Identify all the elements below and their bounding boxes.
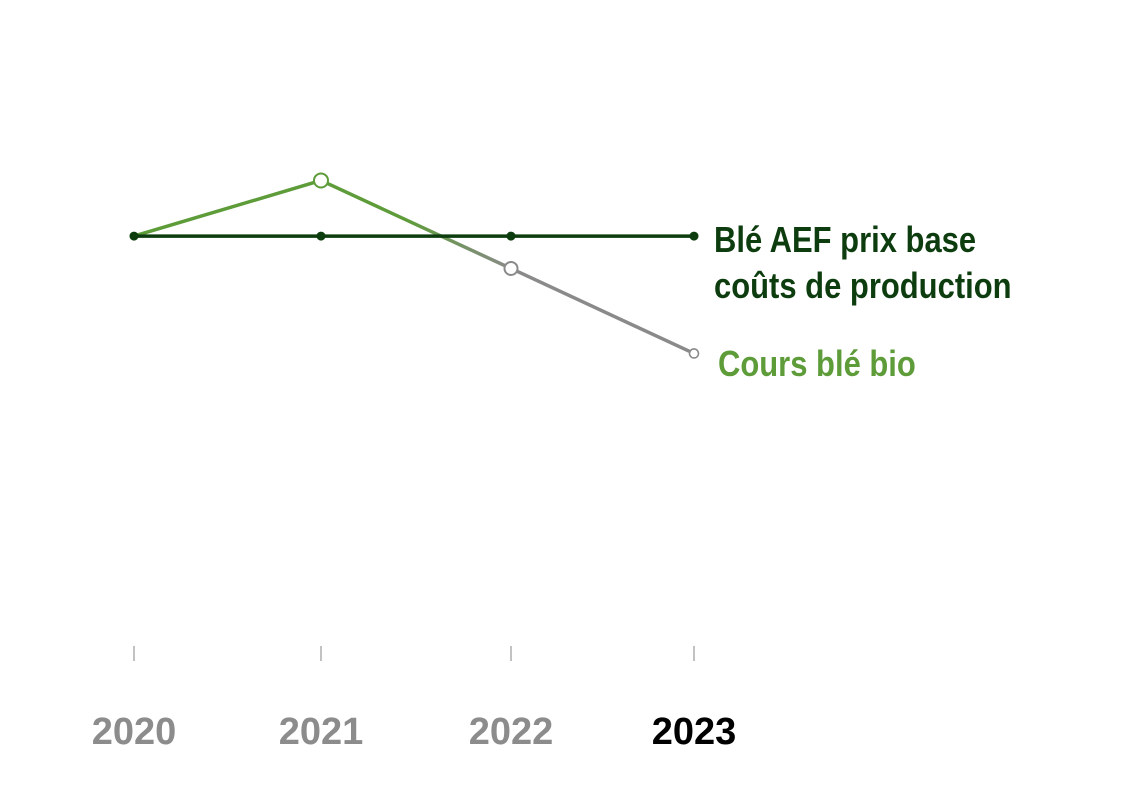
- x-tick-label: 2021: [279, 711, 364, 753]
- x-tick-label: 2023: [652, 711, 737, 753]
- series-point-reference: [506, 231, 516, 241]
- series-line-market: [509, 266, 696, 356]
- series-markers: [129, 172, 700, 359]
- series-point-market: [503, 260, 519, 276]
- series-point-reference: [316, 231, 326, 241]
- series-point-reference: [129, 231, 139, 241]
- series-label-line: coûts de production: [714, 265, 1012, 306]
- series-label-reference: Blé AEF prix base coûts de production: [714, 217, 1012, 309]
- series-point-market: [313, 172, 329, 189]
- series-line-market: [132, 178, 323, 238]
- series-line-market: [319, 178, 513, 271]
- series-point-market: [688, 348, 700, 359]
- x-axis: [42, 646, 738, 662]
- gridlines: [42, 53, 738, 561]
- series-label-market: Cours blé bio: [718, 341, 916, 387]
- series-point-reference: [689, 231, 699, 241]
- series-label-line: Cours blé bio: [718, 343, 916, 384]
- x-tick-label: 2020: [92, 711, 177, 753]
- x-tick-label: 2022: [469, 711, 554, 753]
- series-label-line: Blé AEF prix base: [714, 219, 977, 260]
- x-tick-labels: 2020 2021 2022 2023: [92, 711, 737, 753]
- series-lines: [132, 178, 696, 356]
